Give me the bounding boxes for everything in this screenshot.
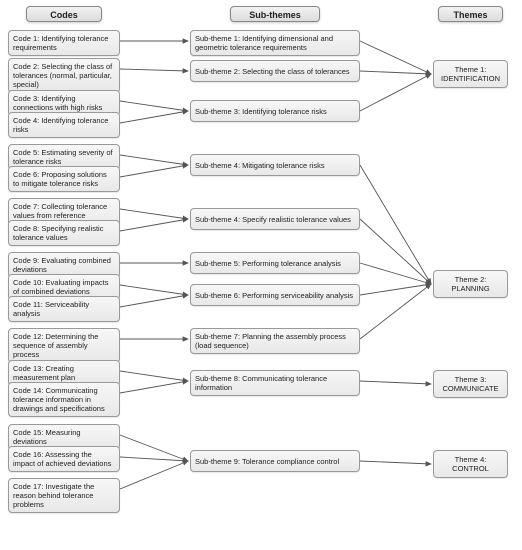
subtheme-3: Sub-theme 3: Identifying tolerance risks xyxy=(190,100,360,122)
subtheme-8: Sub-theme 7: Planning the assembly proce… xyxy=(190,328,360,354)
subtheme-10: Sub-theme 9: Tolerance compliance contro… xyxy=(190,450,360,472)
code-1: Code 1: Identifying tolerance requiremen… xyxy=(8,30,120,56)
code-16: Code 16: Assessing the impact of achieve… xyxy=(8,446,120,472)
theme-1: Theme 1: IDENTIFICATION xyxy=(433,60,508,88)
subtheme-4: Sub-theme 4: Mitigating tolerance risks xyxy=(190,154,360,176)
subtheme-1: Sub-theme 1: Identifying dimensional and… xyxy=(190,30,360,56)
code-14: Code 14: Communicating tolerance informa… xyxy=(8,382,120,417)
code-6: Code 6: Proposing solutions to mitigate … xyxy=(8,166,120,192)
code-11: Code 11: Serviceability analysis xyxy=(8,296,120,322)
theme-3: Theme 3: COMMUNICATE xyxy=(433,370,508,398)
subtheme-2: Sub-theme 2: Selecting the class of tole… xyxy=(190,60,360,82)
subtheme-7: Sub-theme 6: Performing serviceability a… xyxy=(190,284,360,306)
code-2: Code 2: Selecting the class of tolerance… xyxy=(8,58,120,93)
code-8: Code 8: Specifying realistic tolerance v… xyxy=(8,220,120,246)
subtheme-9: Sub-theme 8: Communicating tolerance inf… xyxy=(190,370,360,396)
subtheme-6: Sub-theme 5: Performing tolerance analys… xyxy=(190,252,360,274)
header-subthemes: Sub-themes xyxy=(230,6,320,22)
subtheme-5: Sub-theme 4: Specify realistic tolerance… xyxy=(190,208,360,230)
theme-4: Theme 4: CONTROL xyxy=(433,450,508,478)
header-codes: Codes xyxy=(26,6,102,22)
code-12: Code 12: Determining the sequence of ass… xyxy=(8,328,120,363)
theme-2: Theme 2: PLANNING xyxy=(433,270,508,298)
code-17: Code 17: Investigate the reason behind t… xyxy=(8,478,120,513)
code-4: Code 4: Identifying tolerance risks xyxy=(8,112,120,138)
header-themes: Themes xyxy=(438,6,503,22)
